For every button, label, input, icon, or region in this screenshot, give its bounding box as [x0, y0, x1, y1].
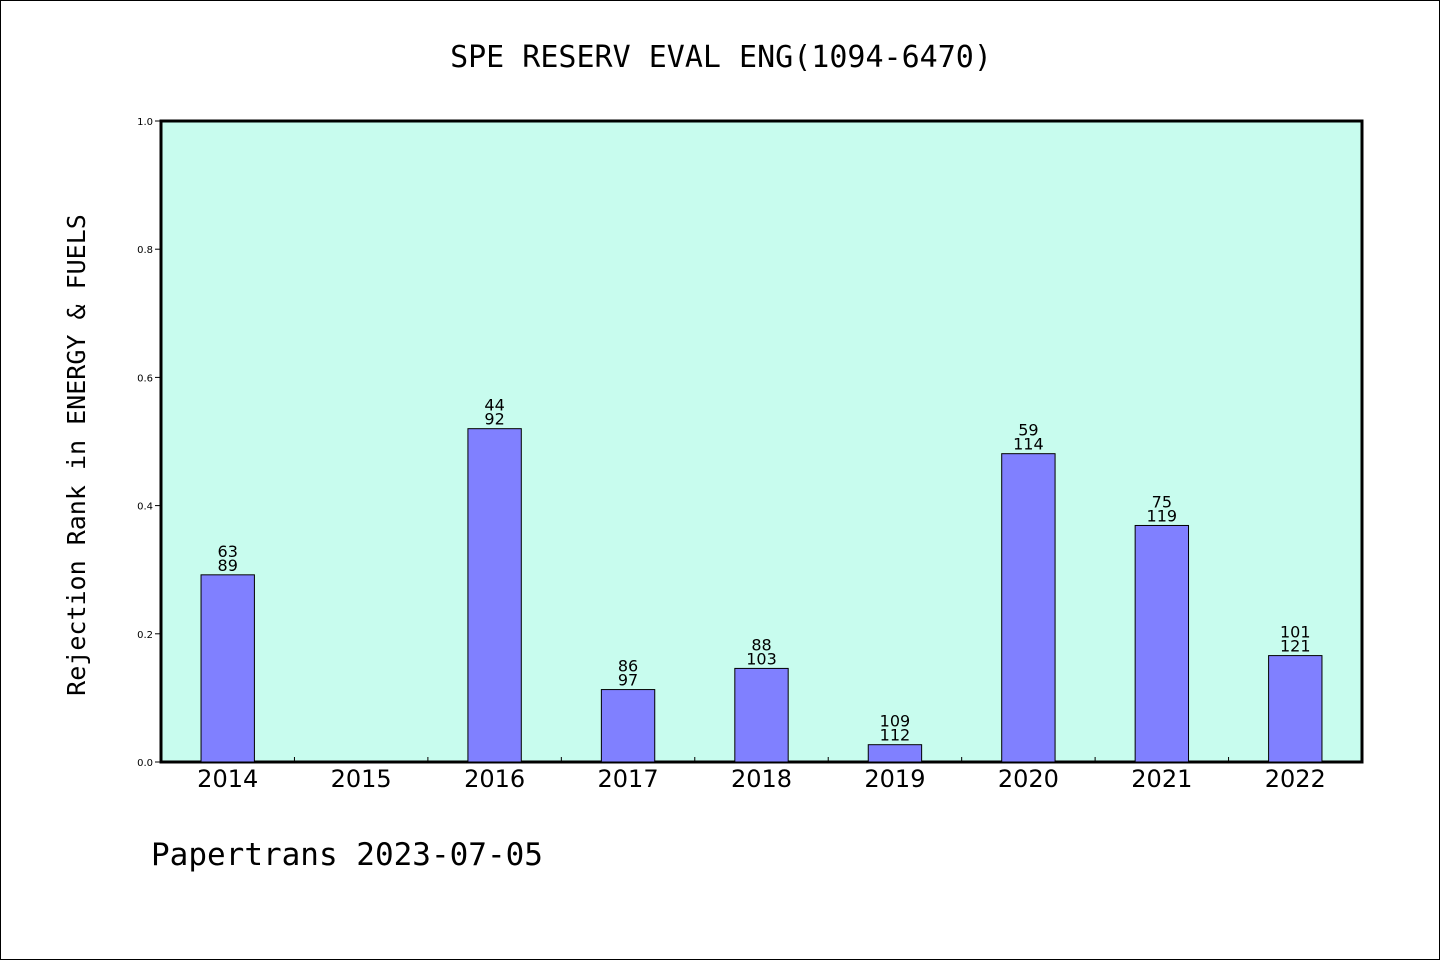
x-tick-label: 2020 — [998, 765, 1059, 793]
bar-2016 — [467, 428, 522, 763]
bar-label-top: 44 — [484, 396, 504, 415]
y-tick-label: 0.4 — [137, 502, 153, 513]
bar-2022 — [1268, 655, 1323, 763]
bar-label-top: 63 — [218, 542, 238, 561]
bar-label-bottom: 114 — [1013, 435, 1044, 454]
x-tick-label: 2016 — [464, 765, 525, 793]
bar-label-bottom: 119 — [1147, 506, 1178, 525]
y-axis: 0.0 0.2 0.4 0.6 0.8 1.0 — [137, 117, 161, 769]
x-tick-label: 2021 — [1131, 765, 1192, 793]
bar-label-bottom: 92 — [484, 410, 504, 429]
y-tick-label: 0.8 — [137, 245, 153, 256]
bar-label-bottom: 97 — [618, 671, 638, 690]
bar-2021 — [1134, 524, 1190, 763]
x-tick-label: 2017 — [598, 765, 659, 793]
bar-label-bottom: 103 — [746, 649, 777, 668]
bar-label-top: 59 — [1018, 421, 1038, 440]
bar-label-bottom: 112 — [880, 726, 911, 745]
y-tick-label: 0.2 — [137, 630, 153, 641]
y-tick-label: 0.0 — [137, 758, 153, 769]
bar-label-top: 86 — [618, 657, 638, 676]
y-axis-label: Rejection Rank in ENERGY & FUELS — [62, 214, 91, 696]
chart-title: SPE RESERV EVAL ENG(1094-6470) — [450, 40, 992, 75]
bar-label-top: 109 — [880, 712, 911, 731]
x-axis: 2014 2015 2016 2017 2018 2019 2020 2021 2022 — [197, 757, 1326, 793]
x-tick-label: 2015 — [331, 765, 392, 793]
bar-2017 — [600, 689, 656, 763]
bar-2019 — [867, 744, 923, 763]
x-tick-label: 2019 — [864, 765, 925, 793]
x-tick-label: 2022 — [1265, 765, 1326, 793]
footer-text: Papertrans 2023-07-05 — [151, 837, 543, 873]
y-tick-label: 0.6 — [137, 373, 153, 384]
bar-label-bottom: 89 — [218, 556, 238, 575]
y-tick-label: 1.0 — [137, 117, 153, 128]
bar-label-top: 75 — [1152, 492, 1172, 511]
x-tick-label: 2014 — [197, 765, 258, 793]
x-tick-label: 2018 — [731, 765, 792, 793]
bar-2014 — [200, 574, 255, 763]
bar-series — [200, 428, 1323, 763]
bar-label-top: 88 — [751, 635, 771, 654]
bar-label-top: 101 — [1280, 623, 1311, 642]
bar-label-bottom: 121 — [1280, 637, 1311, 656]
bar-2018 — [734, 667, 789, 763]
bar-2020 — [1001, 453, 1056, 763]
